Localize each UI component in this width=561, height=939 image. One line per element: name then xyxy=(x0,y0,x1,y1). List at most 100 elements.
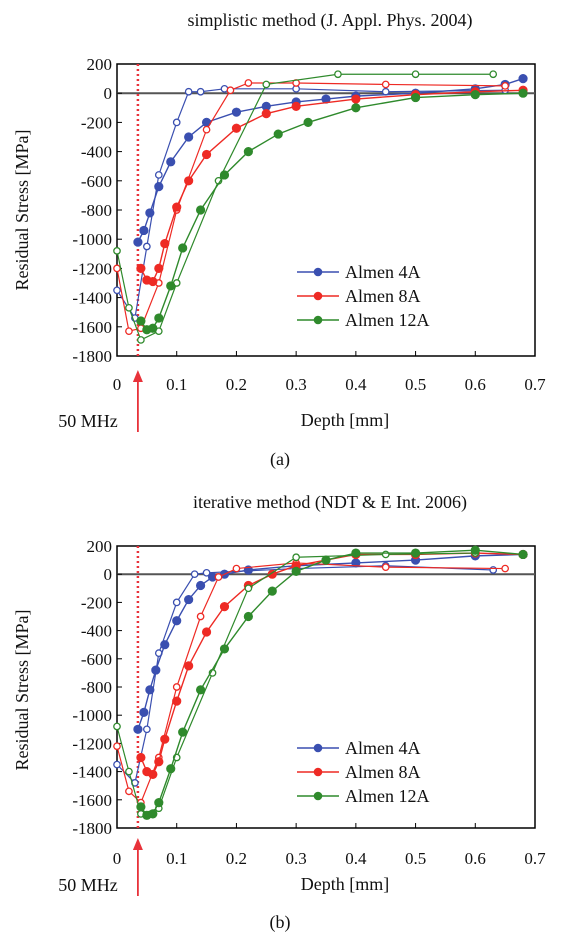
y-tick-label: 200 xyxy=(87,537,113,556)
data-point xyxy=(145,685,155,695)
data-point xyxy=(148,323,158,333)
data-point-open xyxy=(381,550,390,559)
series-line-filled xyxy=(140,89,524,283)
data-point-open xyxy=(113,742,121,751)
data-point xyxy=(201,627,212,637)
data-point xyxy=(139,225,149,236)
data-point xyxy=(273,129,283,139)
legend-entry: Almen 4A xyxy=(345,738,421,758)
data-point-open xyxy=(113,247,121,255)
data-point-open xyxy=(113,760,121,769)
data-point-open xyxy=(125,767,133,776)
y-tick-label: -1200 xyxy=(72,734,112,753)
x-tick-label: 0.5 xyxy=(405,375,426,394)
data-point xyxy=(160,734,170,744)
x-tick-label: 0.7 xyxy=(524,849,546,868)
legend-entry: Almen 4A xyxy=(345,262,421,282)
data-point xyxy=(219,170,230,180)
series-almen-12a xyxy=(113,545,528,820)
data-point xyxy=(196,685,206,695)
data-point xyxy=(136,752,146,763)
legend-marker xyxy=(313,743,323,753)
panel-label: (b) xyxy=(270,912,291,933)
y-tick-label: -600 xyxy=(81,650,112,669)
y-tick-label: -1800 xyxy=(72,819,112,838)
x-tick-label: 0.7 xyxy=(524,375,546,394)
y-tick-label: -1000 xyxy=(72,230,112,249)
data-point xyxy=(154,313,164,323)
series-almen-8a xyxy=(113,548,528,807)
data-point xyxy=(351,103,361,113)
legend-entry: Almen 8A xyxy=(345,286,421,306)
data-point xyxy=(178,243,188,253)
data-point-open xyxy=(292,553,300,562)
data-point xyxy=(148,769,158,780)
y-tick-label: -1600 xyxy=(72,791,112,810)
panel-label: (a) xyxy=(270,449,290,470)
data-point xyxy=(151,665,161,675)
data-point xyxy=(172,696,182,706)
data-point-open xyxy=(489,566,498,574)
series-line-filled xyxy=(137,553,524,730)
data-point xyxy=(148,809,158,819)
data-point-open xyxy=(411,70,420,79)
y-tick-label: -1400 xyxy=(72,289,112,308)
data-point xyxy=(196,205,206,215)
data-point xyxy=(133,724,143,734)
data-point xyxy=(178,727,188,737)
data-point xyxy=(136,316,146,326)
data-point-open xyxy=(190,570,199,579)
data-point xyxy=(136,802,146,812)
data-point-open xyxy=(381,563,390,572)
series-line-filled xyxy=(137,77,524,243)
data-point xyxy=(196,580,206,591)
data-point xyxy=(184,176,194,186)
x-tick-label: 0.1 xyxy=(166,375,187,394)
x-tick-label: 0.6 xyxy=(465,375,486,394)
x-axis-label: Depth [mm] xyxy=(301,874,389,894)
data-point-open xyxy=(244,79,253,87)
x-tick-label: 0.3 xyxy=(286,375,307,394)
data-point-open xyxy=(381,80,390,89)
y-tick-label: -1000 xyxy=(72,706,112,725)
data-point-open xyxy=(113,264,121,273)
data-point xyxy=(148,276,158,287)
x-tick-label: 0.4 xyxy=(345,849,367,868)
data-point xyxy=(243,147,253,157)
y-tick-label: -800 xyxy=(81,678,112,697)
y-tick-label: -400 xyxy=(81,622,112,641)
data-point xyxy=(184,661,194,671)
data-point xyxy=(154,798,164,808)
legend-marker xyxy=(313,315,323,325)
y-axis-label: Residual Stress [MPa] xyxy=(12,610,32,771)
legend: Almen 4A Almen 8A Almen 12A xyxy=(297,738,430,806)
series-line-filled xyxy=(140,549,524,817)
x-tick-label: 0 xyxy=(113,849,122,868)
data-point xyxy=(139,707,149,717)
x-tick-label: 0.3 xyxy=(286,849,307,868)
data-point-open xyxy=(202,568,211,577)
data-point xyxy=(166,281,176,291)
data-point xyxy=(303,117,313,127)
legend-marker xyxy=(313,267,323,277)
data-point xyxy=(243,611,253,622)
data-point xyxy=(351,94,361,104)
data-point xyxy=(321,555,331,565)
series-almen-12a xyxy=(113,70,528,344)
y-tick-label: 200 xyxy=(87,55,113,74)
data-point xyxy=(136,263,146,274)
data-point xyxy=(166,764,176,774)
y-tick-label: -1200 xyxy=(72,259,112,278)
data-point-open xyxy=(232,564,241,573)
data-point-open xyxy=(501,82,509,90)
y-tick-label: 0 xyxy=(104,565,113,584)
y-axis-label: Residual Stress [MPa] xyxy=(12,130,32,291)
marker-arrow-head xyxy=(132,838,143,850)
data-point xyxy=(410,92,421,103)
data-point-open xyxy=(196,612,205,621)
data-point-open xyxy=(226,86,235,95)
data-point xyxy=(267,586,277,596)
data-point-open xyxy=(125,303,133,312)
data-point xyxy=(160,640,170,650)
